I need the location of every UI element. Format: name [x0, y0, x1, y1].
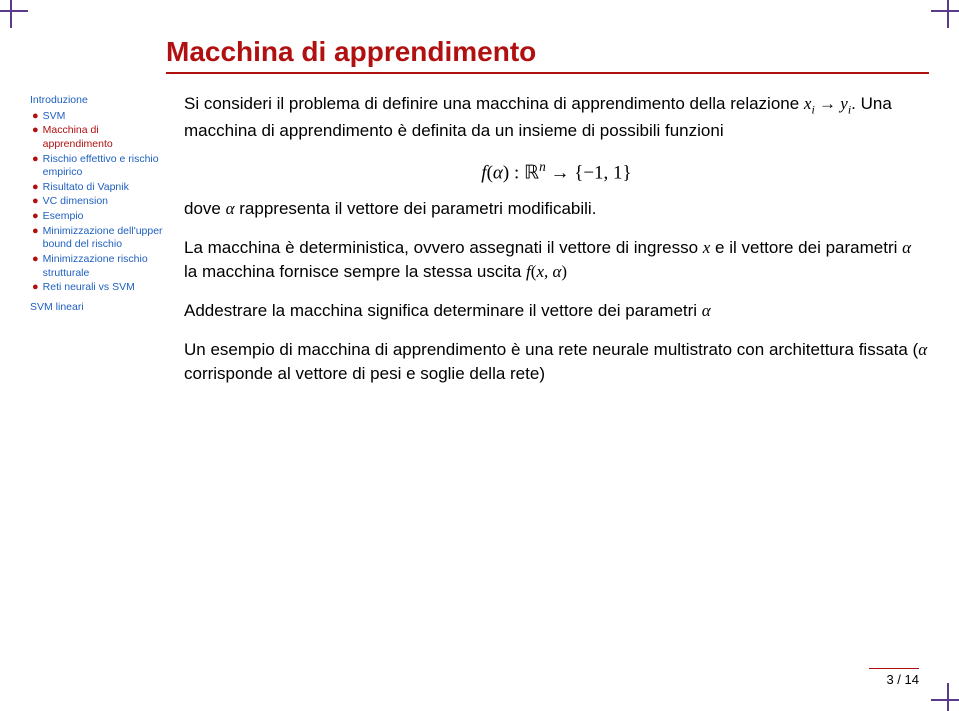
- p5-text-a: Un esempio di macchina di apprendimento …: [184, 340, 918, 359]
- sidebar-item-rischio-effettivo[interactable]: ● Rischio effettivo e rischio empirico: [30, 153, 166, 180]
- math-function-def: f(α) : ℝn → {−1, 1}: [184, 157, 929, 187]
- page-number: 3 / 14: [869, 668, 919, 687]
- p2-text-a: dove: [184, 199, 226, 218]
- paragraph-1: Si consideri il problema di definire una…: [184, 92, 929, 143]
- sidebar-item-vapnik[interactable]: ● Risultato di Vapnik: [30, 181, 166, 195]
- paragraph-3: La macchina è deterministica, ovvero ass…: [184, 236, 929, 285]
- sidebar-item-min-upper[interactable]: ● Minimizzazione dell'upper bound del ri…: [30, 225, 166, 252]
- page-title: Macchina di apprendimento: [166, 36, 929, 74]
- title-row: Macchina di apprendimento: [30, 36, 929, 92]
- p1-text-a: Si consideri il problema di definire una…: [184, 94, 804, 113]
- p3-text-a: La macchina è deterministica, ovvero ass…: [184, 238, 703, 257]
- math-fxalpha: f(x, α): [526, 262, 567, 281]
- math-alpha3: α: [702, 301, 711, 320]
- sidebar: Introduzione ● SVM ● Macchina di apprend…: [30, 92, 166, 401]
- sidebar-item-min-strutturale[interactable]: ● Minimizzazione rischio strutturale: [30, 253, 166, 280]
- main-content: Si consideri il problema di definire una…: [184, 92, 929, 401]
- math-alpha: α: [226, 199, 235, 218]
- sidebar-section-intro[interactable]: Introduzione: [30, 94, 166, 108]
- math-alpha2: α: [902, 238, 911, 257]
- p4-text-a: Addestrare la macchina significa determi…: [184, 301, 702, 320]
- sidebar-item-vc-dimension[interactable]: ● VC dimension: [30, 195, 166, 209]
- bullet-icon: ●: [32, 253, 39, 266]
- math-xi-yi: xi → yi: [804, 94, 851, 113]
- bullet-icon: ●: [32, 210, 39, 223]
- p2-text-b: rappresenta il vettore dei parametri mod…: [235, 199, 597, 218]
- math-alpha4: α: [918, 340, 927, 359]
- sidebar-item-macchina[interactable]: ● Macchina di apprendimento: [30, 124, 166, 151]
- bullet-icon: ●: [32, 181, 39, 194]
- bullet-icon: ●: [32, 124, 39, 137]
- p3-text-c: la macchina fornisce sempre la stessa us…: [184, 262, 526, 281]
- bullet-icon: ●: [32, 195, 39, 208]
- paragraph-5: Un esempio di macchina di apprendimento …: [184, 338, 929, 387]
- crop-mark-tr: [935, 0, 959, 24]
- p3-text-b: e il vettore dei parametri: [710, 238, 902, 257]
- sidebar-item-svm[interactable]: ● SVM: [30, 110, 166, 124]
- p5-text-b: corrisponde al vettore di pesi e soglie …: [184, 364, 545, 383]
- bullet-icon: ●: [32, 225, 39, 238]
- sidebar-section-svm-lineari[interactable]: SVM lineari: [30, 301, 166, 315]
- bullet-icon: ●: [32, 281, 39, 294]
- paragraph-4: Addestrare la macchina significa determi…: [184, 299, 929, 324]
- content-row: Introduzione ● SVM ● Macchina di apprend…: [30, 92, 929, 401]
- paragraph-2: dove α rappresenta il vettore dei parame…: [184, 197, 929, 222]
- slide: Macchina di apprendimento Introduzione ●…: [0, 0, 959, 711]
- bullet-icon: ●: [32, 153, 39, 166]
- sidebar-item-esempio[interactable]: ● Esempio: [30, 210, 166, 224]
- bullet-icon: ●: [32, 110, 39, 123]
- crop-mark-br: [935, 687, 959, 711]
- sidebar-item-reti-vs-svm[interactable]: ● Reti neurali vs SVM: [30, 281, 166, 295]
